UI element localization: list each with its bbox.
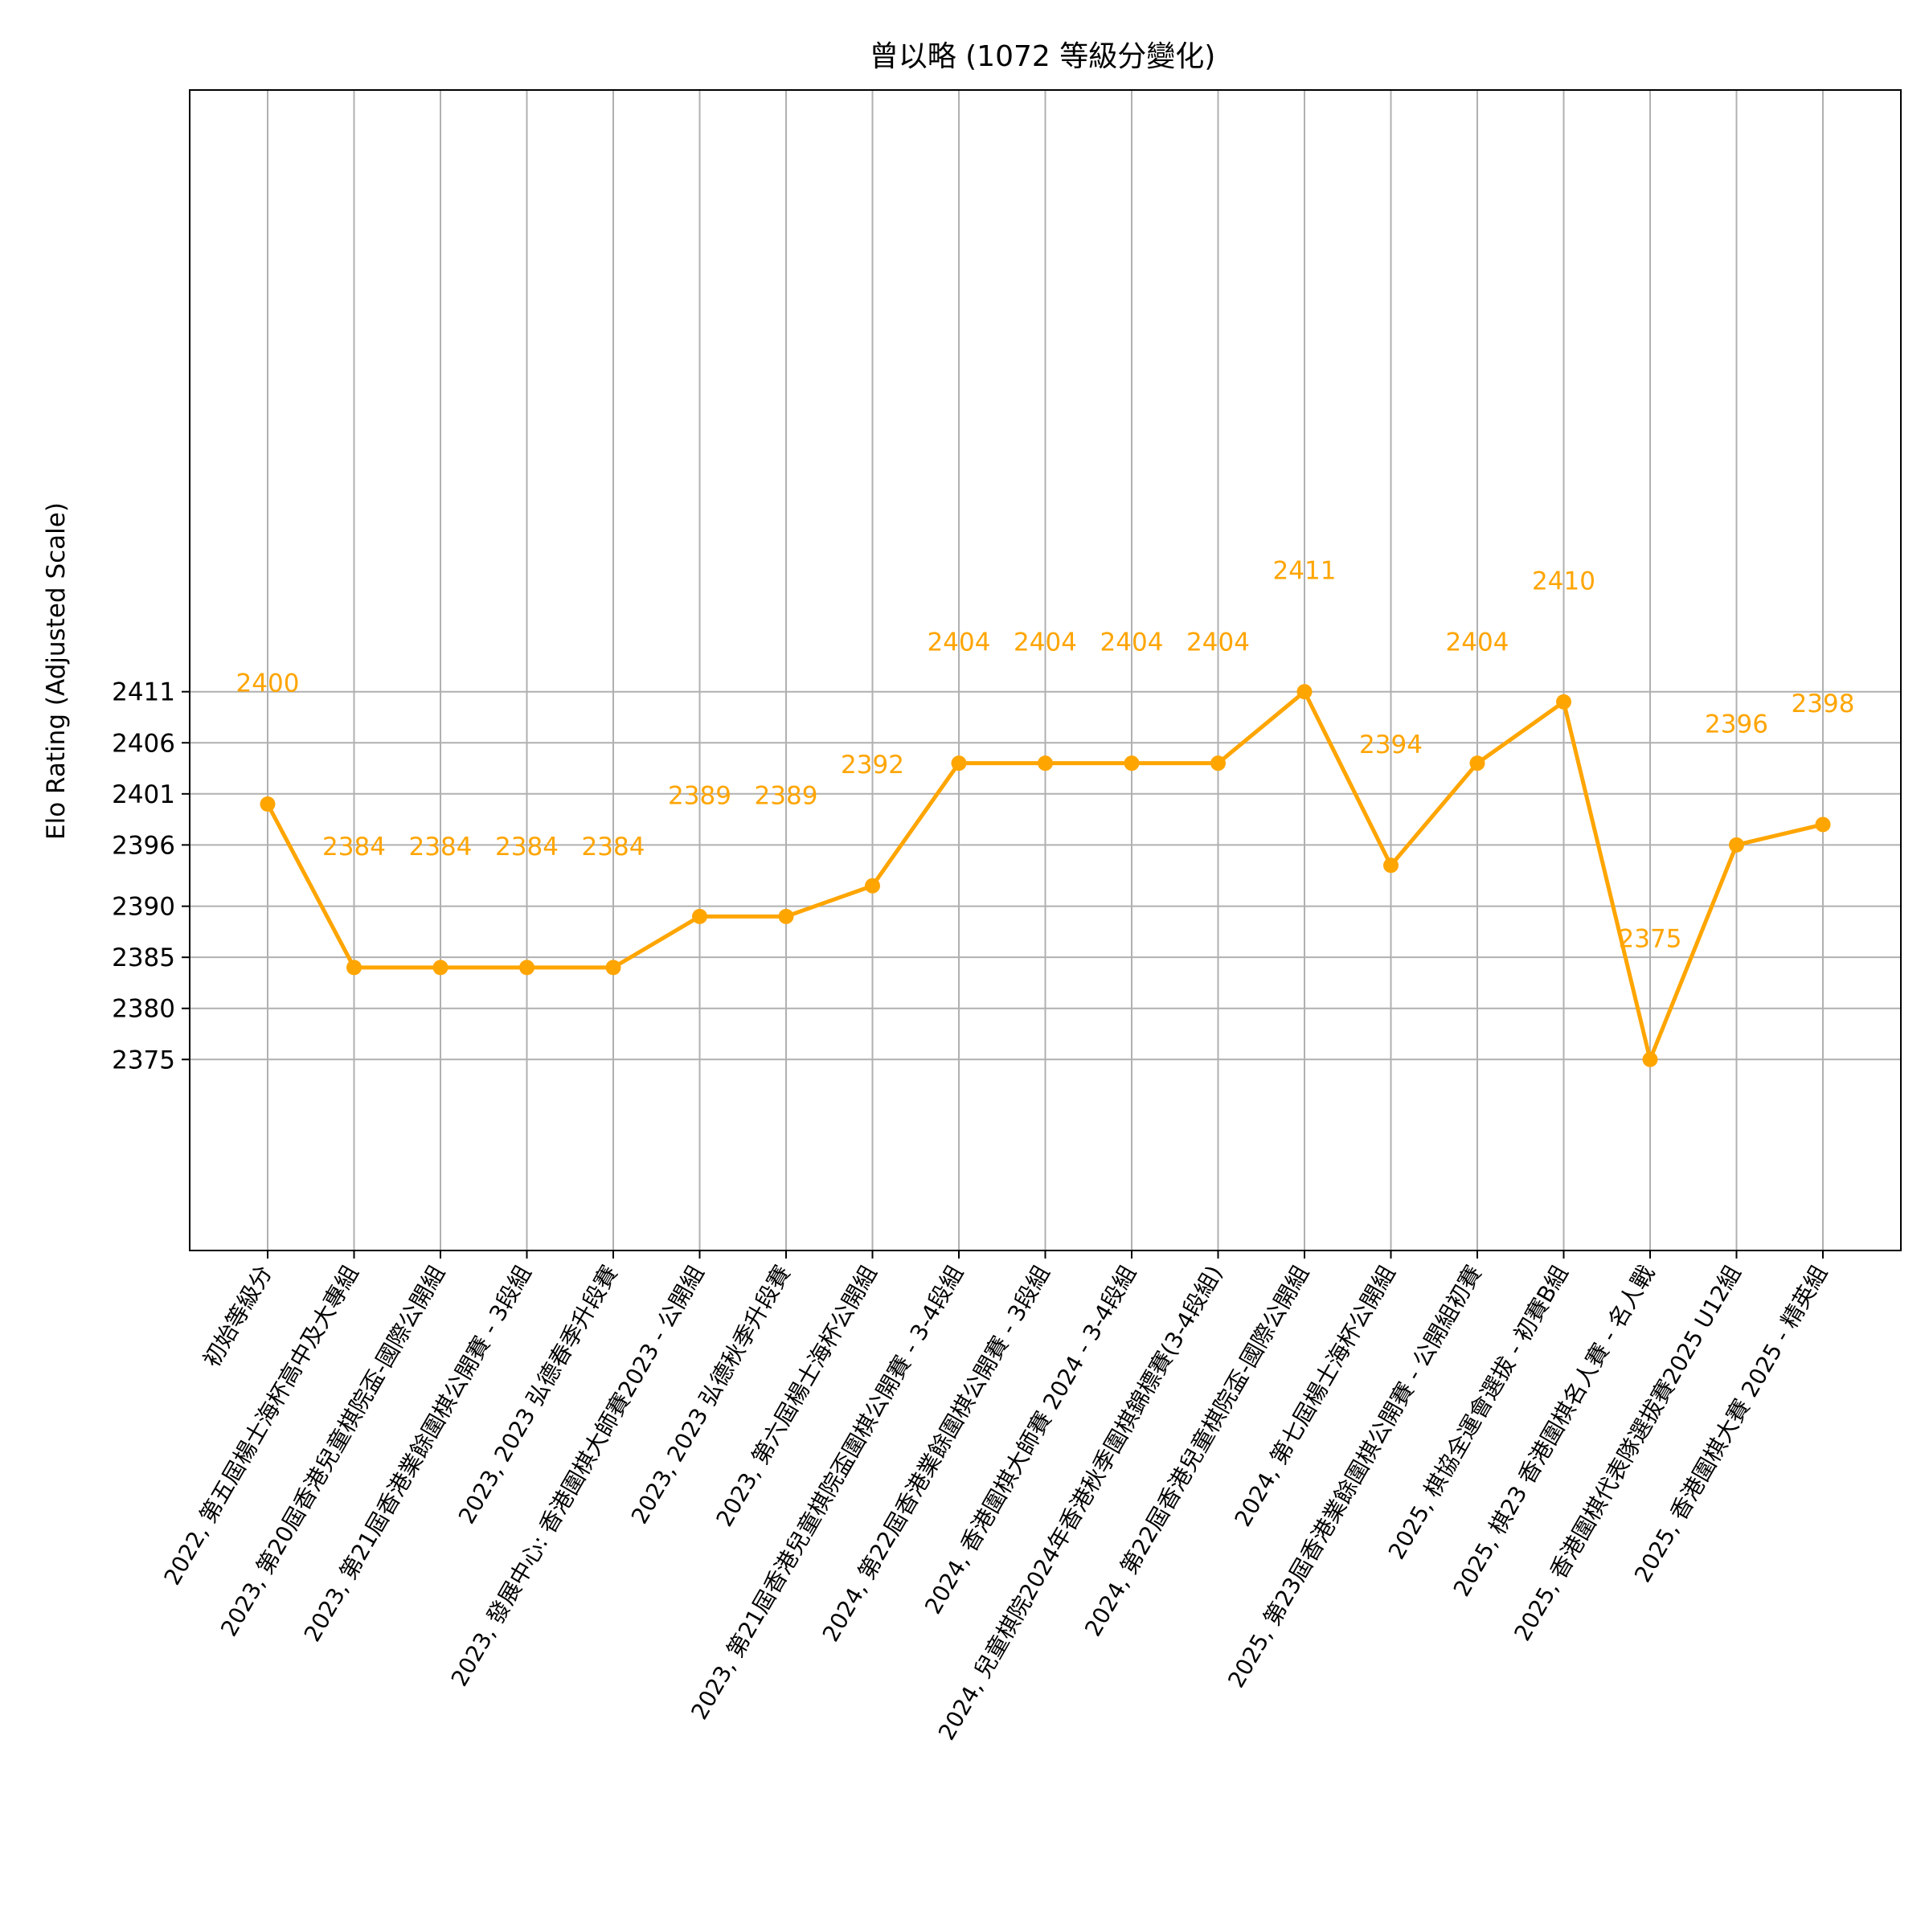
- data-point: [1556, 694, 1571, 710]
- x-tick-label: 2025, 棋協全運會選拔 - 初賽B組: [1383, 1261, 1574, 1564]
- data-label: 2404: [1186, 628, 1250, 657]
- x-tick-label: 2023, 2023 弘德秋季升段賽: [626, 1261, 796, 1529]
- data-label: 2404: [928, 628, 991, 657]
- data-label: 2394: [1359, 731, 1423, 759]
- y-tick-label: 2385: [112, 943, 175, 972]
- y-axis-label: Elo Rating (Adjusted Scale): [42, 502, 71, 840]
- data-label: 2410: [1532, 567, 1595, 596]
- y-tick-label: 2406: [112, 729, 175, 758]
- data-point: [432, 960, 448, 976]
- y-tick-label: 2375: [112, 1046, 175, 1074]
- data-label: 2384: [322, 833, 386, 862]
- y-tick-label: 2390: [112, 893, 175, 922]
- axes: 2375 2380 2385 2390 2396 2401 2406 2411 初始等級分 202…: [112, 89, 1902, 1745]
- data-label: 2404: [1014, 628, 1077, 657]
- data-label: 2389: [755, 781, 818, 810]
- data-point: [519, 960, 534, 976]
- x-tick-label: 2023, 2023 弘德春季升段賽: [453, 1261, 623, 1529]
- data-point: [1642, 1051, 1658, 1067]
- data-point: [865, 878, 880, 894]
- data-point: [778, 908, 794, 924]
- y-tick-label: 2401: [112, 780, 175, 809]
- data-label: 2375: [1619, 924, 1682, 953]
- data-label: 2404: [1446, 628, 1509, 657]
- data-point: [346, 960, 362, 976]
- data-label: 2404: [1100, 628, 1164, 657]
- data-point: [692, 908, 707, 924]
- data-label: 2384: [582, 833, 645, 862]
- data-label: 2400: [236, 669, 300, 698]
- chart-title: 曾以略 (1072 等級分變化): [870, 40, 1216, 73]
- data-label: 2396: [1705, 710, 1768, 739]
- series-layer: [260, 684, 1831, 1067]
- y-tick-label: 2411: [112, 678, 175, 707]
- data-label: 2384: [409, 833, 473, 862]
- data-point: [1296, 684, 1313, 700]
- y-tick-label: 2380: [112, 995, 175, 1024]
- data-label: 2392: [841, 751, 904, 780]
- data-point: [951, 755, 967, 772]
- data-label: 2411: [1273, 557, 1337, 586]
- data-point: [1469, 755, 1485, 772]
- data-point: [1124, 755, 1140, 772]
- data-point: [1038, 755, 1053, 772]
- data-point: [1815, 817, 1831, 833]
- grid-lines: [190, 90, 1901, 1250]
- data-label: 2389: [668, 781, 731, 810]
- data-point: [1210, 755, 1226, 772]
- data-point: [1383, 858, 1399, 874]
- x-tick-label: 初始等級分: [198, 1261, 277, 1372]
- data-point: [260, 796, 276, 813]
- data-label: 2384: [495, 833, 559, 862]
- x-tick-label: 2023, 第六屆楊士海杯公開組: [711, 1261, 882, 1531]
- x-tick-label: 2024, 第七屆楊士海杯公開組: [1229, 1261, 1400, 1531]
- data-point: [605, 960, 621, 976]
- data-point: [1729, 837, 1744, 853]
- data-labels: 2400 2384 2384 2384 2384 2389 2389 2392 2404 2404…: [236, 557, 1855, 954]
- data-label: 2398: [1792, 690, 1855, 718]
- y-tick-label: 2396: [112, 831, 175, 860]
